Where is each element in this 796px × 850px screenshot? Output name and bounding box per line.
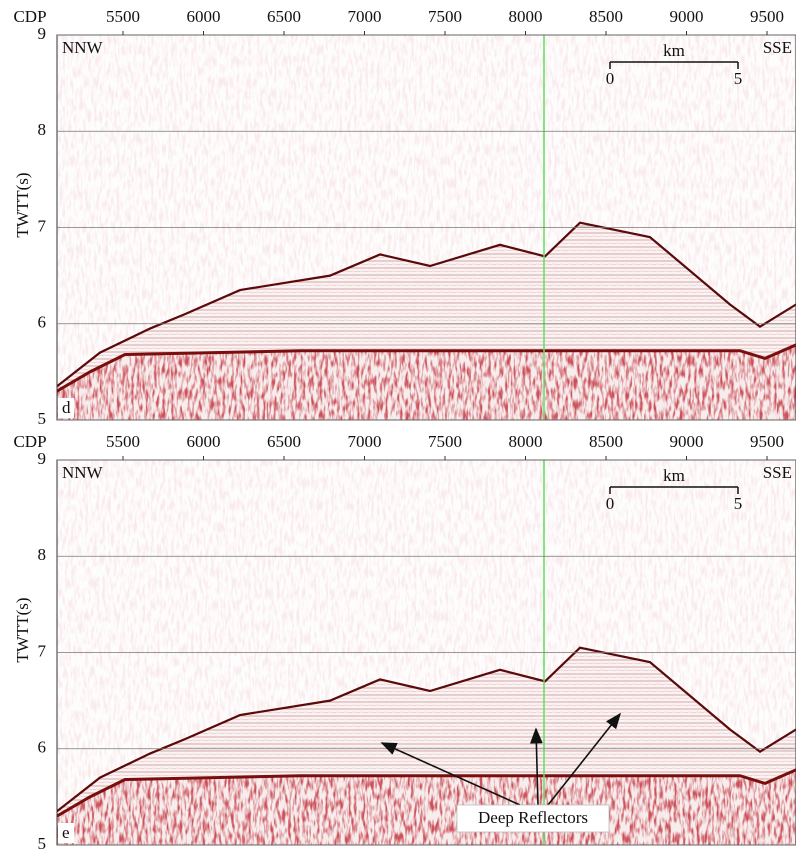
- annotation-arrow: [529, 727, 543, 806]
- y-tick-label: 6: [38, 313, 47, 332]
- y-tick-label: 5: [38, 409, 47, 428]
- x-axis-label: CDP: [13, 432, 46, 451]
- seafloor-reflector: [57, 343, 796, 393]
- scale-tick-label: 5: [734, 69, 743, 88]
- annotation-arrow: [380, 742, 521, 806]
- annotation-arrow: [547, 712, 621, 806]
- x-tick-label: 6500: [267, 432, 301, 451]
- x-tick-label: 9500: [750, 7, 784, 26]
- x-tick-label: 6000: [187, 7, 221, 26]
- x-axis-label: CDP: [13, 7, 46, 26]
- x-tick-label: 9500: [750, 432, 784, 451]
- sediment-basin: [57, 222, 796, 392]
- seismic-panel: 5 6 7 8 9 TWTT(s) CDP 5500 6000 6500 7000 7500 8000 8…: [13, 432, 796, 850]
- scale-tick-label: 5: [734, 494, 743, 513]
- x-tick-label: 5500: [106, 7, 140, 26]
- letter-bg: [58, 398, 74, 418]
- y-tick-label: 8: [38, 120, 47, 139]
- x-tick-label: 6500: [267, 7, 301, 26]
- y-tick-label: 5: [38, 834, 47, 850]
- y-tick-label: 6: [38, 738, 47, 757]
- y-axis-label: TWTT(s): [13, 597, 32, 662]
- y-axis-label: TWTT(s): [13, 172, 32, 237]
- scale-unit: km: [663, 466, 685, 485]
- x-tick-label: 9000: [670, 432, 704, 451]
- direction-right: SSE: [763, 463, 792, 482]
- x-tick-label: 9000: [670, 7, 704, 26]
- y-tick-label: 8: [38, 545, 47, 564]
- annotation-box: [456, 804, 610, 833]
- x-tick-label: 8500: [589, 7, 623, 26]
- seismic-panel: 5 6 7 8 9 TWTT(s) CDP 5500 6000 6500 7000 7500 8000 8…: [13, 7, 796, 428]
- x-tick-label: 8000: [509, 432, 543, 451]
- scale-tick-label: 0: [606, 494, 615, 513]
- panel-letter: e: [62, 823, 70, 842]
- scale-tick-label: 0: [606, 69, 615, 88]
- x-tick-label: 8000: [509, 7, 543, 26]
- x-tick-label: 7500: [428, 432, 462, 451]
- y-tick-label: 9: [38, 24, 47, 43]
- annotation: Deep Reflectors: [478, 808, 588, 827]
- scale-unit: km: [663, 41, 685, 60]
- y-tick-label: 7: [38, 641, 47, 660]
- x-tick-label: 7000: [348, 432, 382, 451]
- x-tick-label: 7500: [428, 7, 462, 26]
- y-tick-label: 7: [38, 216, 47, 235]
- y-tick-label: 9: [38, 449, 47, 468]
- x-tick-label: 8500: [589, 432, 623, 451]
- panel-letter: d: [62, 398, 71, 417]
- direction-left: NNW: [62, 463, 104, 482]
- x-tick-label: 6000: [187, 432, 221, 451]
- x-tick-label: 5500: [106, 432, 140, 451]
- sediment-basin: [57, 647, 796, 817]
- seafloor-reflector: [57, 768, 796, 818]
- x-tick-label: 7000: [348, 7, 382, 26]
- direction-right: SSE: [763, 38, 792, 57]
- direction-left: NNW: [62, 38, 104, 57]
- letter-bg: [58, 823, 74, 843]
